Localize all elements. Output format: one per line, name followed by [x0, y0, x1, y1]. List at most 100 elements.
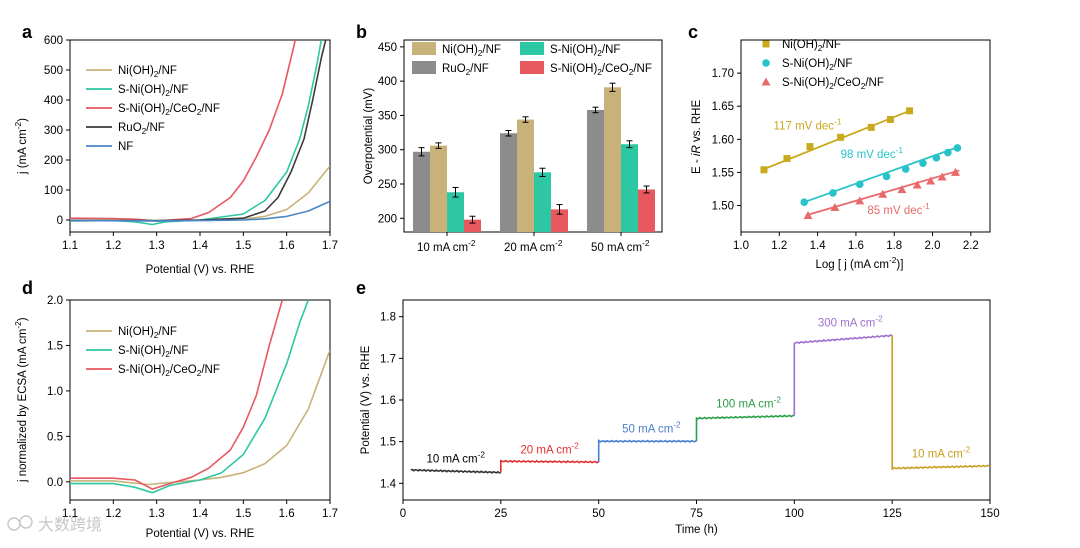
y-tick-label: 200 — [378, 213, 397, 225]
plot-frame — [69, 299, 331, 501]
y-tick-label: 500 — [44, 65, 63, 77]
slope-label-tafel_sce-part: -1 — [922, 202, 930, 211]
legend-entry-sce-part: 2 — [629, 68, 634, 77]
x-axis-label: Time (h) — [675, 524, 718, 536]
category-label-part: -2 — [468, 239, 476, 248]
data-point-tafel_s — [932, 154, 941, 162]
category-label: 50 mA cm-2 — [591, 239, 650, 254]
legend-entry-bar_ruo2-part: 2 — [466, 68, 471, 77]
data-point-tafel_s — [882, 172, 891, 181]
plot-frame — [69, 39, 331, 233]
bar-ni — [604, 87, 621, 232]
data-point-tafel_sce — [897, 185, 907, 194]
legend-entry-ruo2-part: RuO — [118, 122, 142, 134]
x-tick-label: 50 — [592, 508, 605, 520]
plot-frame — [740, 39, 991, 233]
y-axis-label: E - iR vs. RHE — [691, 100, 703, 174]
x-tick-label: 150 — [980, 508, 999, 520]
legend-entry-ni-part: /NF — [158, 326, 177, 338]
bar-s — [447, 192, 464, 232]
slope-label-tafel_sce-part: 85 mV dec — [867, 205, 922, 217]
y-axis-label-part: ) — [17, 118, 29, 122]
slope-label-tafel_s-part: -1 — [896, 146, 904, 155]
bar-sce — [638, 189, 655, 232]
segment-label-e_300-part: -2 — [875, 314, 883, 323]
legend-entry-tafel_s-part: 2 — [829, 63, 834, 72]
data-point-tafel_s — [800, 198, 809, 207]
data-point-tafel_sce — [937, 172, 947, 181]
category-label: 20 mA cm-2 — [504, 239, 563, 254]
segment-label-e_100: 100 mA cm-2 — [716, 396, 781, 411]
legend-entry-sce-part: /NF — [201, 364, 220, 376]
x-tick-label: 75 — [690, 508, 703, 520]
y-axis-label-part: ) — [17, 317, 29, 321]
panel-c: 1.0 1.2 1.4 1.6 1.8 2.0 2.2 1.50 1.55 1.60 1.65 1.7… — [688, 22, 991, 271]
x-tick-label: 1.6 — [279, 240, 295, 252]
x-axis-label-part: -2 — [889, 256, 897, 265]
y-tick-label: 1.5 — [380, 437, 396, 449]
legend-entry-sce-part: /CeO — [170, 364, 197, 376]
legend-entry-tafel_s-part: /NF — [834, 58, 853, 70]
data-point-tafel_sce — [926, 176, 936, 185]
stability-segment-e_300 — [793, 333, 893, 416]
segment-label-e_10a: 10 mA cm-2 — [426, 451, 485, 466]
series-line-sce — [70, 40, 297, 222]
x-tick-label: 1.2 — [105, 240, 121, 252]
y-tick-label: 1.50 — [712, 201, 734, 213]
segment-label-e_10a-part: -2 — [478, 451, 486, 460]
segment-label-e_10b: 10 mA cm-2 — [912, 446, 971, 461]
x-tick-label: 1.3 — [149, 240, 165, 252]
segment-label-e_50-part: -2 — [673, 421, 681, 430]
legend-entry-s-part: /NF — [170, 345, 189, 357]
x-axis-label-part: )] — [896, 259, 903, 271]
legend-entry-sce-part: 2 — [165, 369, 170, 378]
x-axis-label-part: Log [ j (mA cm — [816, 259, 890, 271]
legend-entry-s-part: /NF — [170, 84, 189, 96]
y-axis-label-part: -2 — [14, 321, 23, 329]
segment-label-e_100-part: 100 mA cm — [716, 399, 774, 411]
legend-entry-s-part: 2 — [597, 49, 602, 58]
data-point-tafel_sce — [878, 189, 888, 198]
series-line-ni — [70, 349, 330, 486]
stability-segment-e_20 — [499, 459, 600, 473]
category-label-part: 20 mA cm — [504, 242, 555, 254]
legend-entry-bar_ruo2: RuO2/NF — [442, 63, 489, 77]
x-tick-label: 1.0 — [733, 240, 749, 252]
legend-entry-s: S-Ni(OH)2/NF — [550, 44, 620, 58]
watermark-logo-icon — [7, 517, 21, 531]
legend-entry-tafel_ni-part: Ni(OH) — [782, 39, 818, 51]
category-label: 10 mA cm-2 — [417, 239, 476, 254]
data-point-tafel_ni — [837, 133, 845, 141]
y-tick-label: 1.65 — [712, 101, 734, 113]
legend-entry-sce-part: /NF — [633, 63, 652, 75]
bar-s — [621, 144, 638, 232]
x-tick-label: 2.0 — [925, 240, 941, 252]
legend-entry-s-part: S-Ni(OH) — [118, 345, 165, 357]
x-tick-label: 1.6 — [279, 508, 295, 520]
data-point-tafel_s — [829, 189, 837, 197]
legend-entry-tafel_sce-part: S-Ni(OH) — [782, 77, 829, 89]
segment-label-e_300-part: 300 mA cm — [818, 317, 876, 329]
x-tick-label: 1.5 — [235, 240, 251, 252]
legend-entry-sce-part: /NF — [201, 103, 220, 115]
panel-a: 1.1 1.2 1.3 1.4 1.5 1.6 1.7 0 100 200 300 400 500 600… — [14, 22, 338, 276]
legend-entry-s-part: S-Ni(OH) — [118, 84, 165, 96]
data-point-tafel_ni — [906, 107, 914, 115]
legend-entry-sce-part: /CeO — [602, 63, 629, 75]
segment-label-e_10b-part: -2 — [963, 446, 971, 455]
category-label-part: 10 mA cm — [417, 242, 468, 254]
panel-label: e — [356, 278, 366, 298]
legend-entry-sce: S-Ni(OH)2/CeO2/NF — [118, 103, 220, 117]
data-point-tafel_sce — [951, 167, 961, 176]
legend-entry-s-part: 2 — [165, 89, 170, 98]
x-tick-label: 1.6 — [848, 240, 864, 252]
x-tick-label: 1.2 — [771, 240, 787, 252]
x-tick-label: 1.8 — [886, 240, 902, 252]
panel-label: b — [356, 22, 367, 42]
data-point-tafel_sce — [855, 196, 865, 205]
data-point-tafel_s — [901, 165, 910, 173]
legend-entry-ni-part: Ni(OH) — [118, 65, 154, 77]
legend-entry-s-part: S-Ni(OH) — [550, 44, 597, 56]
x-tick-label: 2.2 — [963, 240, 979, 252]
